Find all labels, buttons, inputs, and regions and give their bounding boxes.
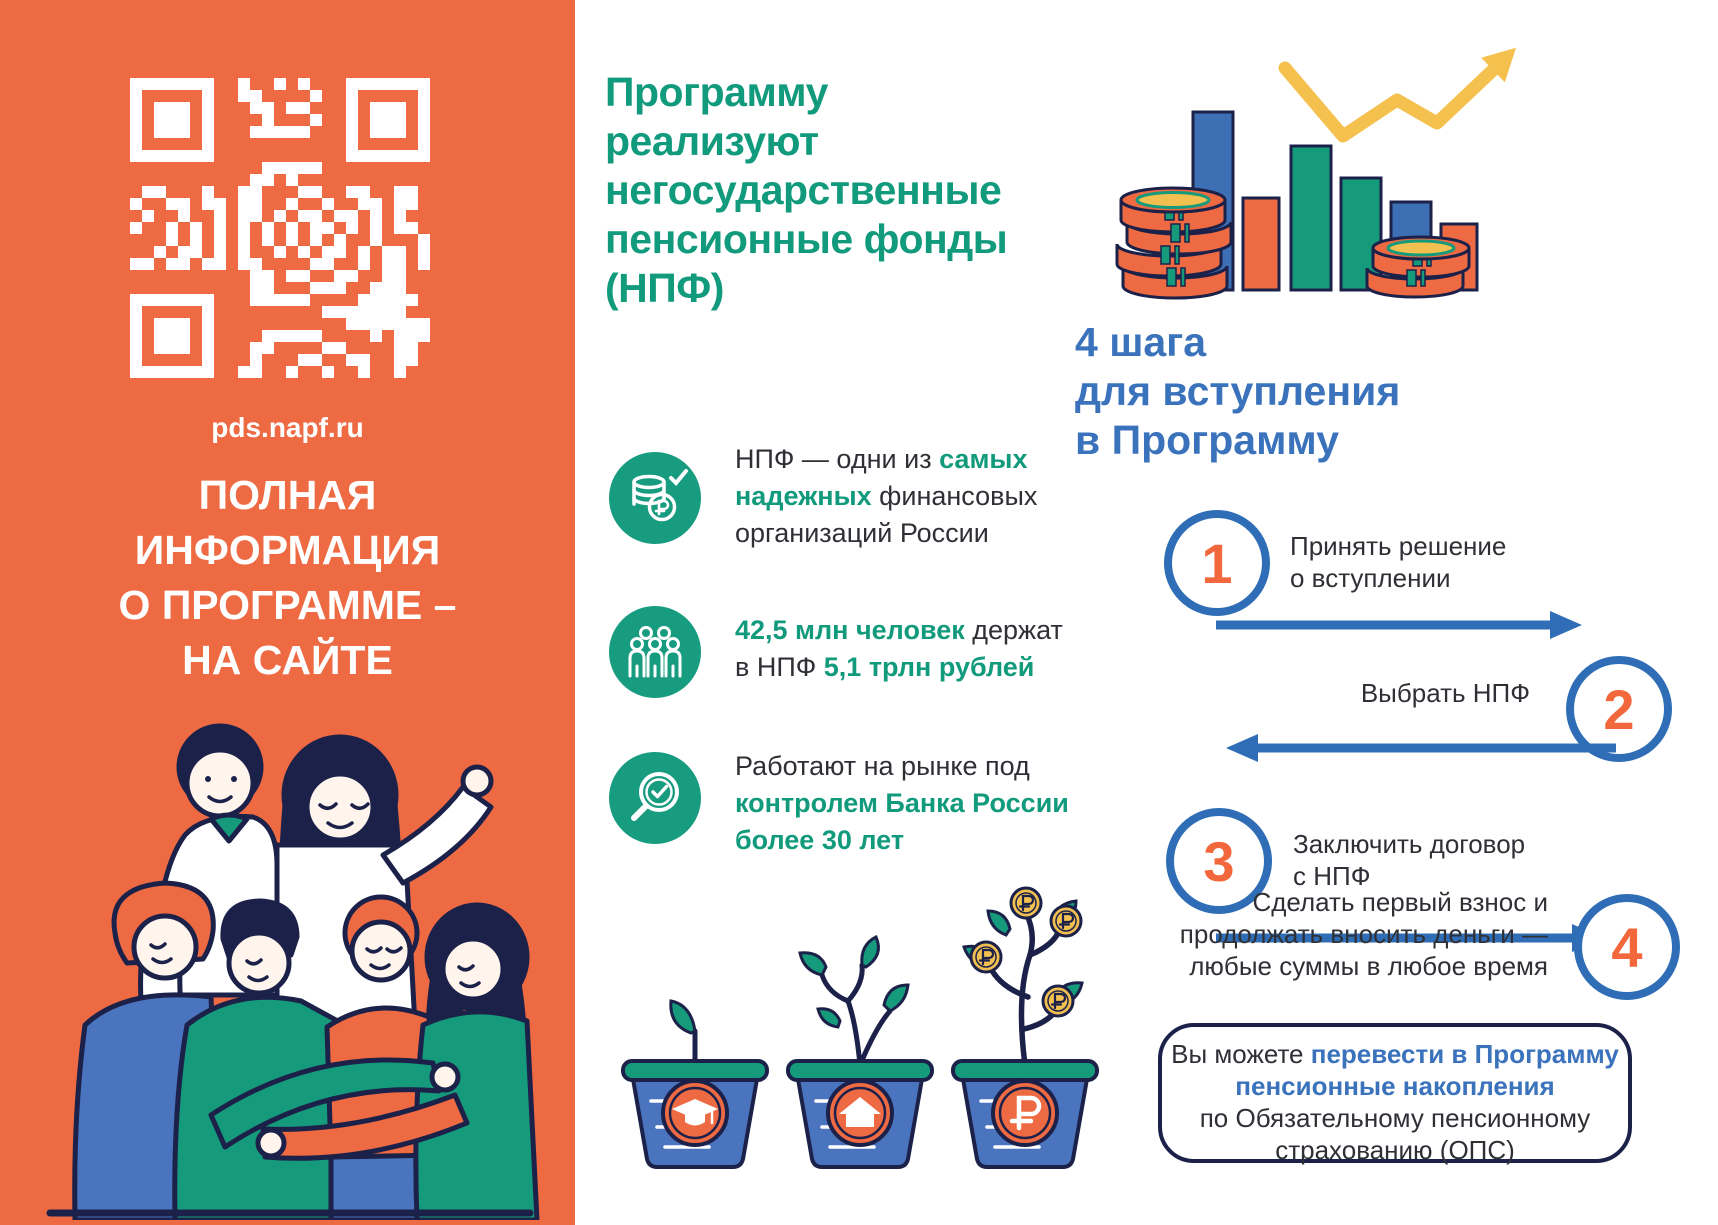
coin-stack-icon xyxy=(1115,186,1233,300)
step-3-text: Заключить договор с НПФ xyxy=(1293,829,1526,891)
graduation-cap-icon xyxy=(672,1099,718,1126)
middle-heading: Программу реализуют негосударственные пе… xyxy=(605,68,1008,313)
step-4-circle: 4 xyxy=(1574,894,1680,1000)
arrow-left-icon xyxy=(1226,734,1616,762)
step-1-text: Принять решение о вступлении xyxy=(1290,531,1507,593)
step-4-number: 4 xyxy=(1611,915,1643,979)
middle-heading-line: негосударственные xyxy=(605,167,1002,213)
step-2-text: Выбрать НПФ xyxy=(1360,678,1530,708)
qr-code-icon xyxy=(130,78,430,378)
right-heading: 4 шага для вступления в Программу xyxy=(1075,318,1400,465)
step-2-number: 2 xyxy=(1603,677,1635,741)
arrow-right-icon xyxy=(1216,611,1582,639)
left-heading-line: ПОЛНАЯ xyxy=(198,472,377,518)
step-3-circle: 3 xyxy=(1166,808,1272,914)
middle-heading-line: (НПФ) xyxy=(605,265,724,311)
step-1-circle: 1 xyxy=(1164,510,1270,616)
house-icon xyxy=(839,1097,881,1127)
step-3-number: 3 xyxy=(1203,829,1235,893)
fact-reliability: НПФ — одни из самых надежных финансовых … xyxy=(735,444,1038,548)
coin-stack-icon xyxy=(1365,235,1471,299)
fact-regulation: Работают на рынке под контролем Банка Ро… xyxy=(735,751,1069,855)
magnifier-check-icon xyxy=(609,752,701,844)
coins-ruble-check-icon xyxy=(609,452,701,544)
fact-members: 42,5 млн человек держат в НПФ 5,1 трлн р… xyxy=(735,615,1063,682)
middle-heading-line: пенсионные фонды xyxy=(605,216,1008,262)
group-hug-illustration xyxy=(46,723,540,1220)
yellow-growth-arrow-icon xyxy=(1278,47,1517,143)
right-heading-line: для вступления xyxy=(1075,368,1401,414)
step-4-text: Сделать первый взнос и продолжать вносит… xyxy=(1179,887,1548,981)
ruble-icon xyxy=(1009,1095,1042,1131)
middle-heading-line: реализуют xyxy=(605,118,819,164)
left-panel-heading: ПОЛНАЯ ИНФОРМАЦИЯ О ПРОГРАММЕ – НА САЙТЕ xyxy=(0,468,575,688)
growth-bars-coins-arrow-illustration xyxy=(1115,47,1517,300)
plant-pot-education xyxy=(621,999,769,1169)
qr-site-url: pds.napf.ru xyxy=(211,412,364,443)
growing-plants-illustration xyxy=(621,886,1099,1169)
people-group-icon xyxy=(609,606,701,698)
left-heading-line: О ПРОГРАММЕ – xyxy=(118,582,457,628)
right-heading-line: 4 шага xyxy=(1075,319,1207,365)
left-heading-line: ИНФОРМАЦИЯ xyxy=(134,527,441,573)
right-heading-line: в Программу xyxy=(1075,417,1339,463)
plant-pot-money xyxy=(951,886,1099,1169)
transfer-note-box: Вы можете перевести в Программу пенсионн… xyxy=(1158,1023,1632,1165)
step-1-number: 1 xyxy=(1201,531,1233,595)
left-heading-line: НА САЙТЕ xyxy=(182,637,393,683)
plant-pot-home xyxy=(786,934,934,1169)
middle-heading-line: Программу xyxy=(605,69,828,115)
